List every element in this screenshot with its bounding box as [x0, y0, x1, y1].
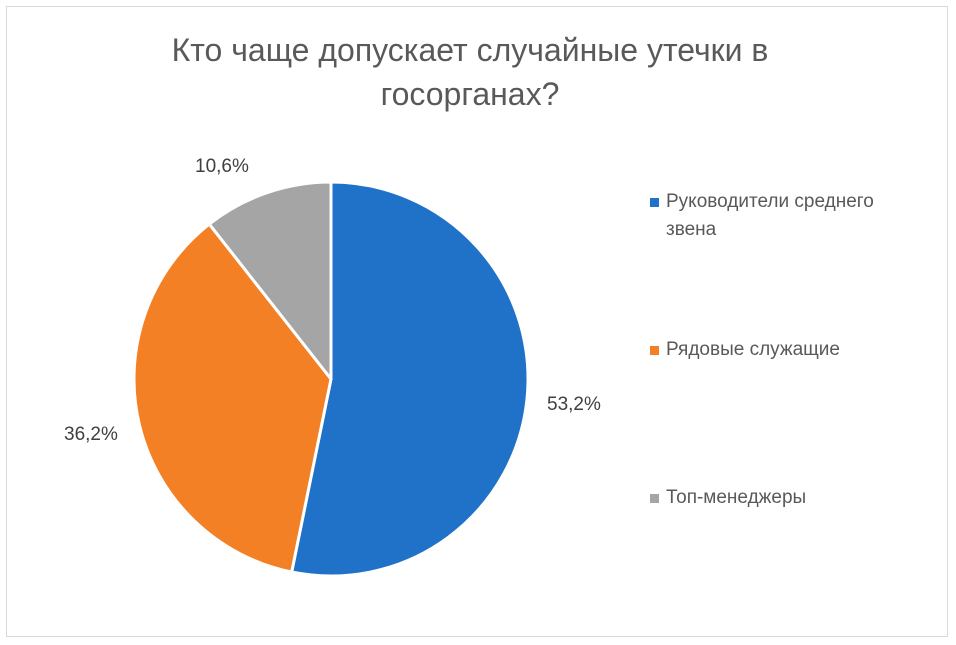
legend-label-regular-employees: Рядовые служащие — [666, 339, 840, 360]
data-label-middle-managers: 53,2% — [547, 394, 601, 415]
legend-swatch-middle-managers — [650, 198, 659, 207]
data-label-top-managers: 10,6% — [195, 156, 249, 177]
legend-label-middle-managers: Руководители среднего звена — [666, 191, 874, 240]
chart-title: Кто чаще допускает случайные утечки в го… — [171, 32, 769, 112]
legend-label-top-managers: Топ-менеджеры — [666, 487, 807, 508]
pie-slice-top-managers — [207, 180, 333, 381]
pie-slice-regular-employees — [132, 222, 333, 574]
pie-slice-middle-managers — [290, 180, 530, 578]
legend-swatch-regular-employees — [650, 346, 659, 355]
data-label-regular-employees: 36,2% — [64, 424, 118, 445]
legend-swatch-top-managers — [650, 494, 659, 503]
